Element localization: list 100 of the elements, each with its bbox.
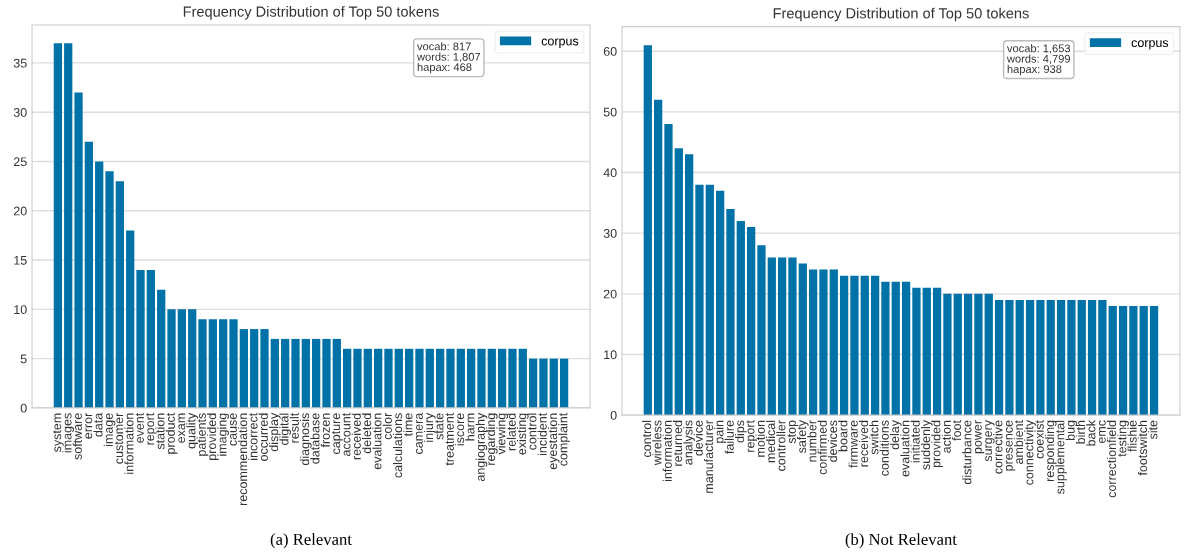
x-tick-label: customer: [115, 412, 124, 464]
x-tick-label: cause: [230, 413, 237, 446]
y-tick-label: 60: [603, 47, 617, 56]
bar: [695, 184, 704, 416]
x-tick-label: initiated: [910, 420, 920, 463]
x-tick-label: exam: [178, 413, 186, 443]
x-tick-label: analysis: [683, 420, 695, 465]
bar: [198, 319, 207, 408]
bar: [685, 154, 694, 416]
x-tick-label: color: [382, 412, 392, 440]
bar: [167, 309, 176, 408]
x-tick-label: incorrect: [248, 412, 258, 460]
bar: [177, 309, 186, 408]
x-tick-label: dips: [734, 420, 747, 443]
bar: [477, 348, 486, 408]
bar: [291, 338, 300, 408]
x-tick-label: camera: [415, 412, 423, 454]
x-tick-label: capture: [331, 413, 343, 454]
x-tick-label: footswitch: [1137, 420, 1148, 476]
y-tick-label: 20: [13, 206, 27, 216]
x-tick-label: quality: [186, 412, 199, 449]
bar: [922, 287, 931, 416]
x-tick-label: site: [1148, 420, 1158, 440]
y-tick-label: 10: [14, 305, 27, 315]
x-tick-label: stop: [787, 420, 799, 444]
x-tick-label: devices: [827, 420, 838, 462]
bar: [239, 329, 248, 408]
x-tick-label: medical: [765, 420, 776, 463]
bar: [301, 338, 310, 408]
bar: [332, 338, 341, 408]
x-tick-label: firmware: [848, 420, 858, 468]
bar: [1087, 299, 1097, 416]
x-tick-label: state: [435, 413, 444, 440]
bar: [270, 338, 279, 408]
x-tick-label: correctionfield: [1106, 420, 1117, 498]
x-tick-label: patients: [196, 413, 209, 456]
bar: [456, 348, 465, 408]
x-tick-label: received: [351, 413, 361, 460]
y-tick-label: 5: [20, 354, 27, 364]
x-tick-label: conditions: [879, 420, 889, 476]
x-tick-label: information: [124, 413, 134, 474]
bar: [64, 43, 73, 408]
bar: [126, 230, 135, 408]
bar: [363, 348, 372, 408]
bar: [654, 99, 663, 416]
bar: [188, 309, 197, 408]
bar: [95, 161, 104, 408]
x-tick-label: incident: [537, 412, 547, 456]
bar: [539, 358, 548, 408]
x-tick-label: information: [662, 420, 672, 481]
text: (b) Not Relevant: [845, 533, 957, 549]
bar: [788, 257, 797, 416]
x-tick-label: pain: [714, 420, 726, 443]
bar: [84, 141, 93, 408]
x-tick-label: foot: [951, 420, 962, 441]
bar: [1036, 299, 1045, 416]
bar: [984, 293, 993, 416]
x-tick-label: product: [165, 412, 178, 454]
x-tick-label: connectivity: [1024, 420, 1036, 485]
legend-label: corpus: [541, 38, 579, 48]
bar: [394, 348, 403, 408]
bar: [674, 148, 683, 416]
bar: [1139, 305, 1148, 416]
bar: [798, 263, 807, 416]
x-tick-label: switch: [869, 420, 879, 455]
x-tick-label: device: [693, 420, 703, 456]
bar: [260, 329, 269, 408]
bar: [1077, 299, 1086, 416]
x-tick-label: emc: [1098, 420, 1106, 444]
x-tick-label: wireless: [652, 420, 662, 466]
x-tick-label: complaint: [558, 412, 570, 466]
y-tick-label: 40: [603, 168, 617, 178]
bar: [1005, 299, 1014, 416]
x-tick-label: occurred: [258, 413, 268, 461]
x-tick-label: result: [289, 412, 299, 443]
x-tick-label: back: [1086, 419, 1096, 446]
bar: [508, 348, 517, 408]
x-tick-label: harm: [465, 413, 475, 441]
x-tick-label: regarding: [485, 413, 498, 465]
y-tick-label: 30: [13, 108, 27, 117]
x-tick-label: safety: [796, 420, 809, 453]
bar: [208, 319, 217, 408]
bar: [518, 348, 527, 408]
bar: [767, 257, 776, 416]
bar: [716, 190, 725, 416]
bar: [136, 269, 145, 408]
x-tick-label: account: [342, 412, 351, 457]
bar: [343, 348, 352, 408]
legend-label: corpus: [1131, 40, 1169, 50]
bar: [994, 299, 1004, 416]
bar: [726, 208, 735, 416]
bar: [374, 348, 383, 408]
bar: [487, 348, 496, 408]
bar: [415, 348, 424, 408]
bar: [1098, 299, 1107, 416]
bar: [405, 348, 414, 408]
x-tick-label: deleted: [361, 413, 372, 454]
bar: [322, 338, 331, 408]
x-tick-label: event: [135, 412, 144, 443]
x-tick-label: display: [269, 412, 281, 452]
